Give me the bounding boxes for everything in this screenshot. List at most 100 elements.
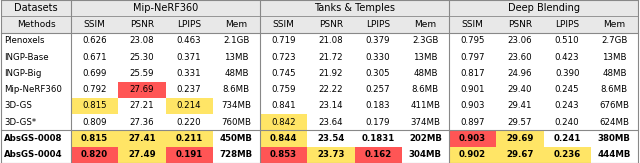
Text: 0.330: 0.330: [366, 52, 390, 62]
Text: 0.220: 0.220: [177, 118, 202, 127]
Bar: [260, 147, 307, 163]
Bar: [1, 16, 638, 33]
Text: 0.305: 0.305: [366, 69, 390, 78]
Text: 0.183: 0.183: [366, 101, 390, 111]
Text: 21.92: 21.92: [319, 69, 343, 78]
Bar: [355, 147, 402, 163]
Text: 0.809: 0.809: [83, 118, 107, 127]
Text: 8.6MB: 8.6MB: [601, 85, 628, 94]
Text: 29.57: 29.57: [508, 118, 532, 127]
Text: 23.08: 23.08: [129, 36, 154, 45]
Text: 29.69: 29.69: [506, 134, 534, 143]
Text: 0.236: 0.236: [554, 150, 580, 159]
Text: 0.719: 0.719: [271, 36, 296, 45]
Text: 22.22: 22.22: [319, 85, 343, 94]
Text: 0.162: 0.162: [365, 150, 392, 159]
Text: 0.241: 0.241: [554, 134, 581, 143]
Bar: [166, 147, 212, 163]
Text: SSIM: SSIM: [461, 20, 484, 29]
Bar: [71, 147, 118, 163]
Bar: [1, 65, 638, 82]
Text: 0.745: 0.745: [271, 69, 296, 78]
Text: 48MB: 48MB: [413, 69, 438, 78]
Text: 0.699: 0.699: [83, 69, 107, 78]
Text: 624MB: 624MB: [600, 118, 629, 127]
Text: 0.817: 0.817: [460, 69, 485, 78]
Text: Mem: Mem: [225, 20, 248, 29]
Bar: [1, 82, 638, 98]
Text: 374MB: 374MB: [410, 118, 440, 127]
Text: INGP-Base: INGP-Base: [4, 52, 49, 62]
Text: 2.1GB: 2.1GB: [223, 36, 250, 45]
Text: 21.72: 21.72: [319, 52, 343, 62]
Text: 27.21: 27.21: [129, 101, 154, 111]
Text: 0.815: 0.815: [83, 101, 107, 111]
Text: Mem: Mem: [604, 20, 625, 29]
Text: 304MB: 304MB: [409, 150, 442, 159]
Text: 13MB: 13MB: [602, 52, 627, 62]
Bar: [71, 130, 118, 147]
Text: 0.797: 0.797: [460, 52, 485, 62]
Text: 29.67: 29.67: [506, 150, 534, 159]
Text: Datasets: Datasets: [14, 3, 58, 13]
Text: 0.191: 0.191: [175, 150, 203, 159]
Text: SSIM: SSIM: [273, 20, 294, 29]
Text: LPIPS: LPIPS: [366, 20, 390, 29]
Text: 0.626: 0.626: [83, 36, 107, 45]
Text: 0.841: 0.841: [271, 101, 296, 111]
Text: 3D-GS: 3D-GS: [4, 101, 32, 111]
Text: 8.6MB: 8.6MB: [223, 85, 250, 94]
Text: Mem: Mem: [414, 20, 436, 29]
Text: 23.64: 23.64: [319, 118, 343, 127]
Text: 0.759: 0.759: [271, 85, 296, 94]
Text: LPIPS: LPIPS: [177, 20, 201, 29]
Bar: [307, 147, 355, 163]
Text: 0.237: 0.237: [177, 85, 202, 94]
Text: 0.902: 0.902: [459, 150, 486, 159]
Text: 0.423: 0.423: [555, 52, 579, 62]
Text: 380MB: 380MB: [598, 134, 631, 143]
Text: PSNR: PSNR: [508, 20, 532, 29]
Text: 0.903: 0.903: [459, 134, 486, 143]
Bar: [449, 130, 496, 147]
Text: 25.30: 25.30: [129, 52, 154, 62]
Text: 0.179: 0.179: [366, 118, 390, 127]
Bar: [166, 130, 212, 147]
Text: 0.901: 0.901: [460, 85, 485, 94]
Text: 48MB: 48MB: [224, 69, 248, 78]
Text: 0.903: 0.903: [460, 101, 485, 111]
Text: 0.897: 0.897: [460, 118, 485, 127]
Text: 23.14: 23.14: [319, 101, 343, 111]
Bar: [1, 49, 638, 65]
Bar: [1, 33, 638, 49]
Bar: [118, 130, 166, 147]
Text: 0.795: 0.795: [460, 36, 485, 45]
Text: 23.54: 23.54: [317, 134, 344, 143]
Bar: [543, 147, 591, 163]
Text: 444MB: 444MB: [598, 150, 631, 159]
Text: 0.257: 0.257: [366, 85, 390, 94]
Text: 0.671: 0.671: [83, 52, 107, 62]
Text: Mip-NeRF360: Mip-NeRF360: [133, 3, 198, 13]
Text: 48MB: 48MB: [602, 69, 627, 78]
Text: 13MB: 13MB: [413, 52, 438, 62]
Text: 29.41: 29.41: [508, 101, 532, 111]
Text: 0.214: 0.214: [177, 101, 202, 111]
Bar: [449, 147, 496, 163]
Bar: [260, 130, 307, 147]
Text: 0.371: 0.371: [177, 52, 202, 62]
Text: INGP-Big: INGP-Big: [4, 69, 42, 78]
Text: 0.245: 0.245: [555, 85, 579, 94]
Text: Deep Blending: Deep Blending: [508, 3, 579, 13]
Text: PSNR: PSNR: [319, 20, 343, 29]
Text: 3D-GS*: 3D-GS*: [4, 118, 36, 127]
Text: 411MB: 411MB: [410, 101, 440, 111]
Bar: [71, 98, 118, 114]
Text: 27.36: 27.36: [129, 118, 154, 127]
Text: 0.510: 0.510: [555, 36, 579, 45]
Text: 23.73: 23.73: [317, 150, 344, 159]
Bar: [496, 147, 543, 163]
Text: 0.844: 0.844: [270, 134, 298, 143]
Text: AbsGS-0008: AbsGS-0008: [4, 134, 63, 143]
Text: 2.7GB: 2.7GB: [601, 36, 628, 45]
